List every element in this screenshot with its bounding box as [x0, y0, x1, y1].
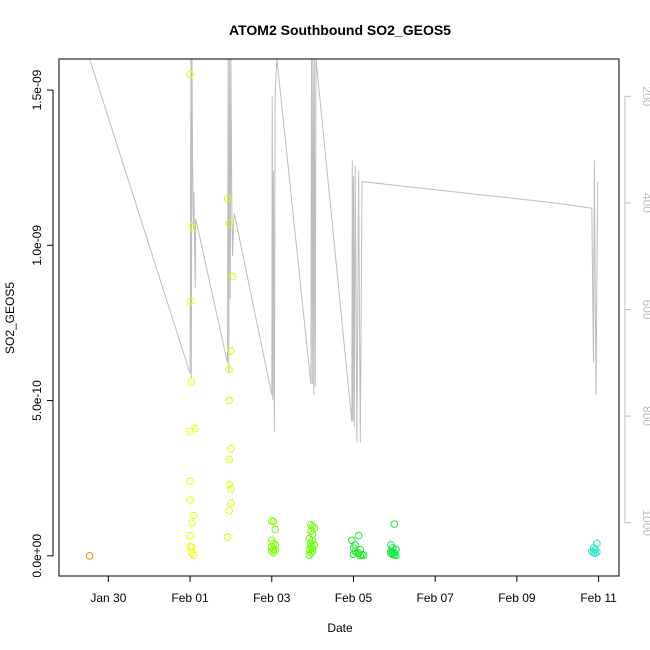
data-point	[591, 549, 600, 558]
data-point	[187, 378, 196, 386]
data-point	[354, 549, 363, 558]
x-tick-label: Feb 11	[580, 591, 617, 605]
data-point	[308, 544, 317, 552]
data-point	[269, 548, 278, 557]
data-point	[593, 548, 601, 556]
pressure-line-layer	[89, 58, 599, 443]
data-point	[186, 496, 194, 504]
data-point	[271, 525, 280, 534]
data-point	[85, 552, 94, 560]
data-point	[392, 551, 400, 560]
x-axis-label: Date	[327, 621, 353, 635]
data-point	[188, 519, 196, 528]
y2-tick-label: 200	[640, 86, 650, 106]
y2-tick-label: 400	[640, 193, 650, 213]
data-point	[354, 531, 363, 540]
y2-tick-label: 1000	[640, 509, 650, 536]
x-tick-label: Feb 07	[416, 591, 454, 605]
data-point	[225, 219, 233, 228]
plot-frame	[58, 58, 620, 577]
data-point	[225, 507, 233, 515]
data-point	[189, 511, 198, 520]
data-point	[227, 347, 235, 355]
data-point	[390, 520, 399, 528]
y2-tick-label: 600	[640, 299, 650, 319]
data-point	[223, 533, 232, 542]
data-point	[189, 551, 198, 560]
y-tick-label: 0.0e+00	[30, 534, 44, 578]
x-tick-label: Feb 05	[335, 591, 373, 605]
x-tick-label: Feb 09	[498, 591, 536, 605]
data-point	[356, 551, 365, 560]
data-point	[225, 396, 233, 405]
data-point	[223, 194, 232, 203]
data-point	[305, 534, 314, 543]
series-7	[588, 539, 601, 558]
data-point	[305, 551, 314, 560]
data-point	[227, 485, 235, 493]
series-6	[387, 520, 400, 560]
data-point	[227, 499, 235, 507]
pressure-line	[89, 58, 599, 443]
x-axis: Jan 30 Feb 01 Feb 03 Feb 05 Feb 07 Feb 09 Feb …	[90, 576, 617, 605]
data-point	[225, 455, 233, 464]
x-tick-label: Feb 03	[253, 591, 291, 605]
y2-tick-label: 800	[640, 406, 650, 426]
data-point	[269, 517, 278, 526]
series-4	[305, 521, 319, 560]
series-2	[223, 194, 237, 542]
data-points-layer	[85, 70, 601, 560]
data-point	[186, 477, 194, 486]
series-3	[268, 517, 280, 557]
data-point	[186, 70, 194, 79]
data-point	[225, 480, 233, 489]
chart-title: ATOM2 Southbound SO2_GEOS5	[229, 22, 451, 38]
y-tick-label: 1.0e-09	[30, 225, 44, 266]
y-tick-label: 5.0e-10	[30, 380, 44, 421]
x-tick-label: Feb 01	[171, 591, 209, 605]
data-point	[268, 547, 276, 556]
y-axis-left: 0.0e+00 5.0e-10 1.0e-09 1.5e-09	[30, 69, 54, 578]
y-axis-right: 200 400 600 800 1000	[624, 86, 650, 536]
x-tick-label: Jan 30	[90, 591, 126, 605]
data-point	[227, 444, 235, 453]
series-1	[186, 70, 199, 560]
data-point	[348, 536, 356, 545]
y-tick-label: 1.5e-09	[30, 69, 44, 110]
data-point	[186, 531, 194, 540]
data-point	[188, 222, 196, 231]
data-point	[188, 543, 196, 551]
data-point	[187, 297, 195, 306]
data-point	[308, 522, 317, 531]
data-point	[191, 424, 199, 433]
y-axis-label: SO2_GEOS5	[3, 282, 17, 354]
data-point	[593, 539, 601, 548]
data-point	[225, 365, 233, 374]
data-point	[359, 551, 368, 560]
data-point	[228, 272, 237, 281]
series-0	[85, 552, 94, 560]
series-5	[348, 531, 368, 560]
data-point	[387, 549, 395, 558]
